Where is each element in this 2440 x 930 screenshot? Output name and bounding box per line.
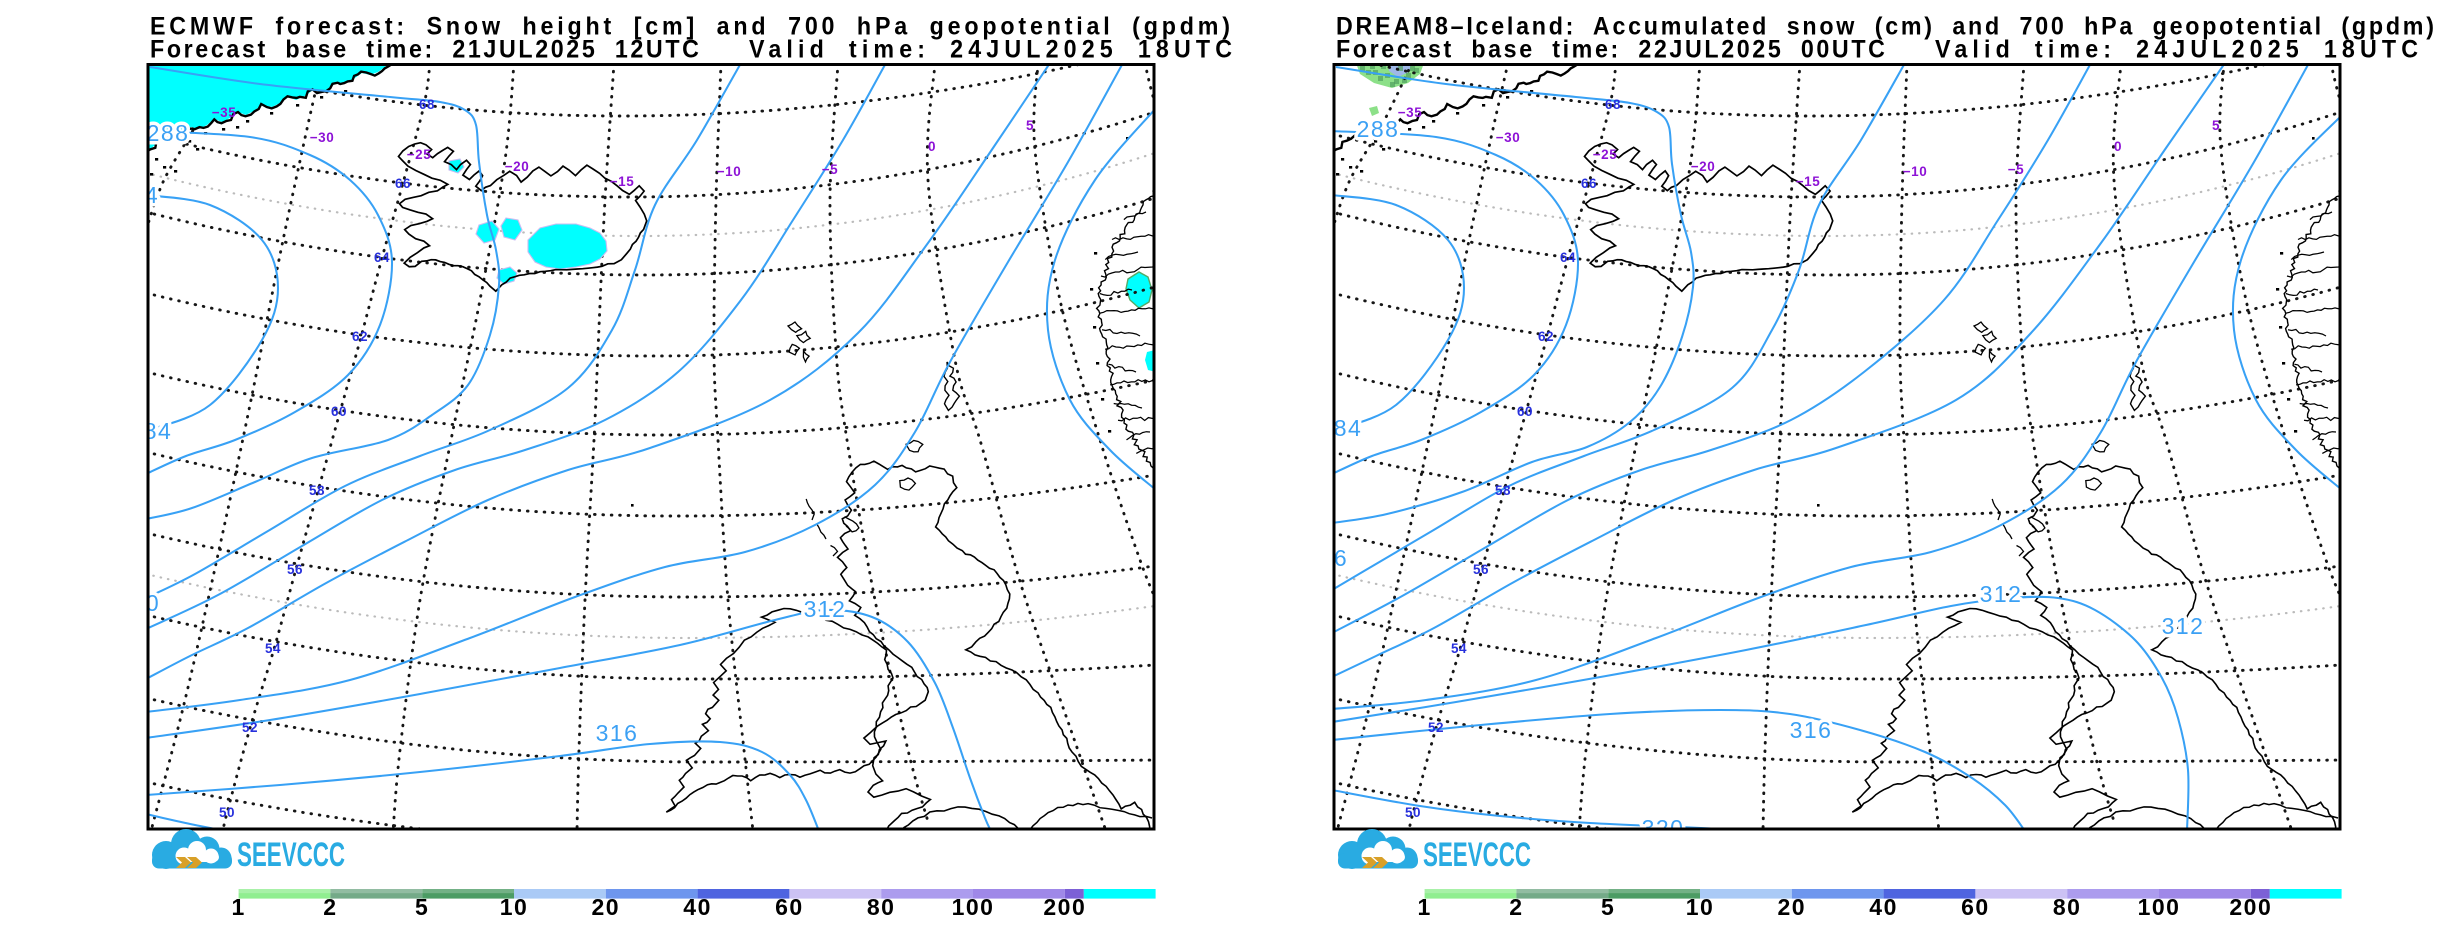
- svg-text:−20: −20: [1691, 159, 1715, 174]
- svg-text:80: 80: [2053, 894, 2082, 920]
- svg-text:100: 100: [2138, 894, 2181, 920]
- svg-text:1: 1: [1417, 894, 1431, 920]
- svg-text:312: 312: [1980, 581, 2023, 607]
- svg-text:84: 84: [1334, 415, 1363, 441]
- svg-text:SEEVCCC: SEEVCCC: [237, 836, 345, 874]
- svg-text:64: 64: [1560, 250, 1576, 265]
- svg-text:0: 0: [146, 590, 160, 616]
- svg-text:4: 4: [145, 182, 159, 208]
- svg-text:−10: −10: [717, 164, 741, 179]
- svg-text:50: 50: [1405, 805, 1421, 820]
- svg-text:6: 6: [1334, 545, 1348, 571]
- svg-text:316: 316: [1790, 717, 1833, 743]
- svg-text:0: 0: [2114, 139, 2122, 154]
- svg-text:62: 62: [1538, 329, 1554, 344]
- svg-text:Forecast base time: 21JUL2025: Forecast base time: 21JUL2025 12UTC: [150, 36, 699, 64]
- svg-text:312: 312: [2162, 613, 2205, 639]
- svg-text:80: 80: [867, 894, 896, 920]
- svg-text:−10: −10: [1903, 164, 1927, 179]
- svg-text:−35: −35: [1398, 105, 1422, 120]
- svg-text:20: 20: [592, 894, 621, 920]
- svg-text:DREAM8–Iceland: Accumulated sn: DREAM8–Iceland: Accumulated snow (cm) an…: [1336, 13, 2434, 41]
- svg-text:Forecast base time: 22JUL2025: Forecast base time: 22JUL2025 00UTC: [1336, 36, 1885, 64]
- svg-text:−35: −35: [212, 105, 236, 120]
- svg-text:50: 50: [219, 805, 235, 820]
- svg-text:200: 200: [1043, 894, 1086, 920]
- svg-text:62: 62: [352, 329, 368, 344]
- svg-text:−15: −15: [1796, 174, 1820, 189]
- svg-text:2: 2: [1509, 894, 1523, 920]
- svg-text:68: 68: [419, 97, 435, 112]
- svg-text:312: 312: [804, 596, 847, 622]
- svg-text:56: 56: [287, 562, 303, 577]
- svg-text:−30: −30: [1496, 130, 1520, 145]
- svg-text:60: 60: [1961, 894, 1990, 920]
- svg-text:58: 58: [1495, 483, 1511, 498]
- svg-text:10: 10: [1686, 894, 1715, 920]
- svg-text:66: 66: [1581, 176, 1597, 191]
- svg-text:−20: −20: [505, 159, 529, 174]
- svg-text:0: 0: [928, 139, 936, 154]
- svg-text:Valid time: 24JUL2025 18UTC: Valid time: 24JUL2025 18UTC: [749, 36, 1232, 64]
- svg-text:316: 316: [596, 720, 639, 746]
- svg-text:5: 5: [1601, 894, 1615, 920]
- svg-text:10: 10: [500, 894, 529, 920]
- svg-text:5: 5: [2212, 118, 2220, 133]
- svg-text:SEEVCCC: SEEVCCC: [1423, 836, 1531, 874]
- svg-text:−5: −5: [822, 162, 838, 177]
- svg-text:54: 54: [265, 641, 281, 656]
- svg-text:200: 200: [2229, 894, 2272, 920]
- svg-text:60: 60: [1517, 404, 1533, 419]
- svg-text:−5: −5: [2008, 162, 2024, 177]
- svg-text:40: 40: [683, 894, 712, 920]
- svg-text:60: 60: [775, 894, 804, 920]
- svg-text:68: 68: [1605, 97, 1621, 112]
- svg-text:ECMWF forecast: Snow height [c: ECMWF forecast: Snow height [cm] and 700…: [150, 13, 1230, 41]
- svg-text:52: 52: [1428, 720, 1444, 735]
- svg-text:54: 54: [1451, 641, 1467, 656]
- svg-text:56: 56: [1473, 562, 1489, 577]
- svg-text:66: 66: [395, 176, 411, 191]
- svg-text:5: 5: [415, 894, 429, 920]
- svg-text:−15: −15: [610, 174, 634, 189]
- svg-text:40: 40: [1869, 894, 1898, 920]
- svg-text:58: 58: [309, 483, 325, 498]
- svg-text:100: 100: [952, 894, 995, 920]
- svg-text:2: 2: [323, 894, 337, 920]
- svg-text:Valid time: 24JUL2025 18UTC: Valid time: 24JUL2025 18UTC: [1935, 36, 2418, 64]
- svg-text:64: 64: [374, 250, 390, 265]
- svg-text:320: 320: [1642, 815, 1685, 841]
- svg-text:5: 5: [1026, 118, 1034, 133]
- svg-text:288: 288: [1357, 116, 1400, 142]
- svg-text:52: 52: [242, 720, 258, 735]
- svg-text:−25: −25: [1593, 147, 1617, 162]
- svg-text:−30: −30: [310, 130, 334, 145]
- svg-text:60: 60: [331, 404, 347, 419]
- svg-text:20: 20: [1778, 894, 1807, 920]
- svg-text:84: 84: [144, 418, 173, 444]
- svg-text:−25: −25: [407, 147, 431, 162]
- svg-text:1: 1: [231, 894, 245, 920]
- svg-text:288: 288: [147, 120, 190, 146]
